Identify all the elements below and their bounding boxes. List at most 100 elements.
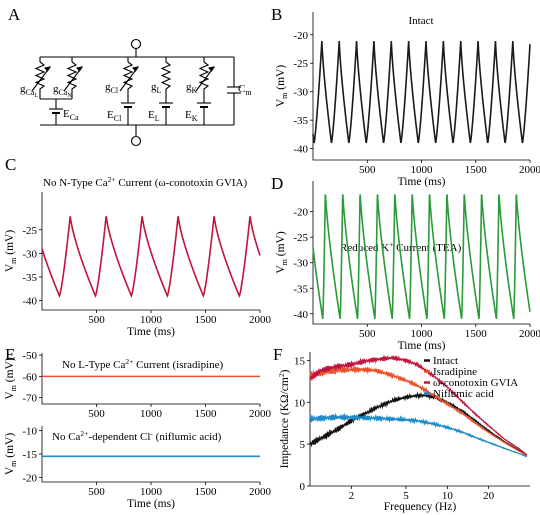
x-tick-label: 5	[403, 490, 409, 502]
chart-e2: 500 1000 1500 2000 -20 -15 -10 Time (ms) Vm (mV)…	[4, 426, 272, 510]
x-tick-label: 1000	[411, 328, 434, 340]
x-tick-label: 1500	[465, 328, 488, 340]
x-tick-label: 1000	[140, 314, 163, 326]
panel-letter-f: F	[273, 345, 282, 364]
x-tick-label: 2000	[519, 164, 540, 176]
x-tick-label: 1500	[195, 486, 218, 498]
label-gcl: gCl	[105, 81, 119, 95]
y-axis-label: Impedance (KΩ/cm2)	[277, 369, 291, 468]
series-line-3	[309, 412, 528, 458]
series-line-1	[309, 365, 528, 457]
series-line-0	[309, 391, 528, 456]
x-axis-label: Time (ms)	[127, 498, 175, 510]
charts-layer: 500 1000 1500 2000 -40 -35 -30 -25 -20 Time (ms) V…	[4, 12, 540, 513]
label-gcan: gCaN	[53, 83, 72, 99]
x-tick-label: 10	[442, 490, 454, 502]
x-tick-label: 20	[483, 490, 495, 502]
chart-d: 500 1000 1500 2000 -40 -35 -30 -25 -20 Time (ms) V…	[275, 181, 540, 352]
chart-c: 500 1000 1500 2000 -40 -35 -30 -25 Time (ms) Vm (…	[4, 175, 272, 338]
x-tick-label: 500	[88, 408, 105, 420]
axis-lines	[41, 426, 260, 483]
y-axis-label: Vm (mV)	[4, 433, 18, 476]
label-gl: gL	[151, 81, 162, 95]
y-tick-label: -40	[293, 144, 308, 156]
y-tick-label: -25	[293, 232, 308, 244]
panel-letter-b: B	[271, 5, 282, 24]
x-axis-label: Time (ms)	[127, 326, 175, 338]
y-tick-label: -20	[293, 30, 308, 42]
branch-gl	[159, 57, 173, 125]
x-tick-label: 2	[349, 490, 355, 502]
x-axis-label: Time (ms)	[398, 340, 446, 352]
y-tick-label: -40	[293, 309, 308, 321]
x-tick-label: 2000	[249, 314, 272, 326]
y-tick-label: 0	[300, 481, 306, 493]
y-tick-label: -70	[22, 393, 37, 405]
label-cm: Cm	[238, 83, 252, 97]
x-tick-label: 1500	[195, 314, 218, 326]
x-tick-label: 500	[359, 328, 376, 340]
panel-letter-e: E	[5, 345, 15, 364]
series-line-0	[41, 216, 261, 298]
panel-letter-c: C	[5, 155, 16, 174]
y-tick-label: 15	[294, 355, 306, 367]
top-terminal	[130, 38, 142, 50]
y-tick-label: 10	[294, 397, 306, 409]
y-tick-label: -30	[293, 258, 308, 270]
y-tick-label: -10	[22, 426, 37, 438]
chart-title: Intact	[408, 15, 433, 27]
y-tick-label: -30	[22, 248, 37, 260]
axis-lines	[312, 12, 530, 161]
panel-letter-d: D	[271, 174, 283, 193]
series-line-0	[312, 194, 531, 320]
label-gk: gK	[186, 81, 198, 95]
branch-gcl	[119, 57, 140, 125]
y-tick-label: 5	[300, 439, 306, 451]
equivalent-circuit-diagram	[31, 38, 241, 147]
bottom-terminal	[130, 135, 142, 147]
chart-e1: 500 1000 1500 2000 -70 -60 -50 Vm (mV) No L-Type…	[4, 350, 272, 420]
x-axis-label: Time (ms)	[398, 176, 446, 188]
y-tick-label: -35	[293, 115, 308, 127]
y-tick-label: -40	[22, 296, 37, 308]
x-tick-label: 1500	[195, 408, 218, 420]
legend-entry-3: Niflumic acid	[433, 388, 494, 400]
membrane-capacitor	[227, 57, 241, 125]
axis-lines	[312, 181, 530, 325]
y-tick-label: -30	[293, 87, 308, 99]
x-tick-label: 500	[88, 486, 105, 498]
label-gcal: gCaL	[20, 83, 38, 99]
y-axis-label: Vm (mV)	[275, 65, 289, 108]
x-tick-label: 1500	[465, 164, 488, 176]
x-tick-label: 2000	[249, 408, 272, 420]
label-el: EL	[148, 109, 160, 123]
y-tick-label: -25	[293, 58, 308, 70]
legend-entry-0: Intact	[433, 355, 458, 367]
y-tick-label: -20	[22, 472, 37, 484]
x-tick-label: 1000	[140, 408, 163, 420]
legend-entry-1: Isradipine	[433, 366, 477, 378]
series-line-0	[312, 41, 531, 144]
chart-title: No L-Type Ca2+ Current (isradipine)	[62, 357, 224, 371]
y-tick-label: -15	[22, 449, 37, 461]
x-axis-label: Frequency (Hz)	[384, 501, 457, 513]
x-tick-label: 1000	[140, 486, 163, 498]
y-axis-label: Vm (mV)	[4, 230, 18, 273]
chart-b: 500 1000 1500 2000 -40 -35 -30 -25 -20 Time (ms) V…	[275, 12, 540, 188]
series-line-2	[309, 354, 528, 456]
y-tick-label: -50	[22, 350, 37, 362]
chart-title: No N-Type Ca2+ Current (ω-conotoxin GVIA…	[43, 175, 248, 189]
label-ecl: ECl	[107, 109, 122, 123]
x-tick-label: 2000	[519, 328, 540, 340]
axis-lines	[41, 192, 260, 311]
panel-letter-a: A	[8, 5, 21, 24]
x-tick-label: 2000	[249, 486, 272, 498]
branch-gk	[195, 57, 216, 125]
axis-lines	[41, 353, 260, 405]
y-tick-label: -35	[293, 283, 308, 295]
label-eca: ECa	[63, 108, 79, 122]
y-axis-label: Vm (mV)	[275, 231, 289, 274]
branch-gca	[31, 57, 84, 125]
